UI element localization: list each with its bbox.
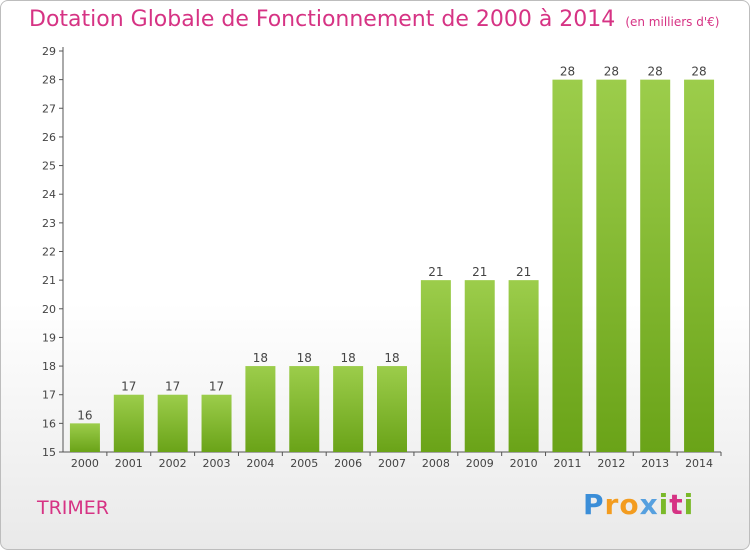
bar-2002 bbox=[157, 394, 188, 452]
y-tick-label: 25 bbox=[42, 160, 56, 173]
logo-letter: P bbox=[583, 488, 605, 521]
x-tick-label: 2010 bbox=[510, 457, 538, 470]
logo-letter: x bbox=[639, 488, 659, 521]
y-tick-label: 22 bbox=[42, 246, 56, 259]
y-tick-label: 24 bbox=[42, 188, 56, 201]
bar-2007 bbox=[377, 366, 407, 452]
bar-value-label: 18 bbox=[340, 351, 355, 365]
bar-2003 bbox=[201, 394, 232, 452]
y-tick-label: 16 bbox=[42, 417, 56, 430]
y-tick-label: 28 bbox=[42, 74, 56, 87]
bar-value-label: 17 bbox=[121, 380, 136, 394]
bar-2010 bbox=[508, 280, 539, 452]
commune-name: TRIMER bbox=[37, 497, 110, 519]
proxiti-logo: Proxiti bbox=[583, 488, 694, 521]
y-tick-label: 26 bbox=[42, 131, 56, 144]
bar-value-label: 28 bbox=[604, 65, 619, 79]
y-tick-label: 15 bbox=[42, 446, 56, 459]
x-tick-label: 2013 bbox=[641, 457, 669, 470]
bar-value-label: 28 bbox=[691, 65, 706, 79]
bar-2006 bbox=[333, 366, 364, 452]
x-tick-label: 2007 bbox=[378, 457, 406, 470]
bar-value-label: 18 bbox=[297, 351, 312, 365]
bar-value-label: 17 bbox=[165, 380, 180, 394]
bar-2012 bbox=[596, 79, 627, 453]
chart-subtitle: (en milliers d'€) bbox=[625, 15, 720, 29]
logo-letter: i bbox=[658, 488, 670, 521]
y-tick-label: 29 bbox=[42, 45, 56, 58]
y-tick-label: 20 bbox=[42, 303, 56, 316]
x-tick-label: 2004 bbox=[246, 457, 274, 470]
bar-2004 bbox=[245, 366, 276, 452]
x-tick-label: 2011 bbox=[553, 457, 581, 470]
x-tick-label: 2001 bbox=[115, 457, 143, 470]
bar-2008 bbox=[420, 280, 451, 452]
x-tick-label: 2014 bbox=[685, 457, 713, 470]
chart-axes: 15 16 17 18 19 20 21 22 23 24 25 26 27 28 29 2000 2001 20… bbox=[42, 45, 722, 470]
bar-value-label: 18 bbox=[253, 351, 268, 365]
bar-2011 bbox=[552, 79, 583, 453]
y-tick-label: 23 bbox=[42, 217, 56, 230]
bar-2005 bbox=[289, 366, 320, 452]
y-tick-label: 17 bbox=[42, 389, 56, 402]
bar-2001 bbox=[113, 394, 144, 452]
chart-title: Dotation Globale de Fonctionnement de 20… bbox=[29, 7, 719, 32]
chart-bars: 16 17 17 17 18 18 18 18 21 21 21 28 28 28 28 bbox=[69, 65, 715, 453]
y-tick-label: 18 bbox=[42, 360, 56, 373]
x-tick-label: 2005 bbox=[290, 457, 318, 470]
bar-value-label: 18 bbox=[384, 351, 399, 365]
logo-letter: t bbox=[669, 488, 684, 521]
bar-2009 bbox=[464, 280, 495, 452]
x-tick-label: 2002 bbox=[159, 457, 187, 470]
bar-value-label: 16 bbox=[77, 408, 92, 422]
bar-value-label: 21 bbox=[428, 265, 443, 279]
x-tick-label: 2003 bbox=[203, 457, 231, 470]
x-tick-label: 2008 bbox=[422, 457, 450, 470]
logo-letter: o bbox=[619, 488, 640, 521]
bar-value-label: 21 bbox=[516, 265, 531, 279]
x-tick-label: 2012 bbox=[597, 457, 625, 470]
chart-title-text: Dotation Globale de Fonctionnement de 20… bbox=[29, 7, 616, 32]
bar-2000 bbox=[69, 423, 100, 452]
bar-value-label: 17 bbox=[209, 380, 224, 394]
bar-value-label: 28 bbox=[560, 65, 575, 79]
logo-letter: i bbox=[683, 488, 695, 521]
bar-value-label: 21 bbox=[472, 265, 487, 279]
y-tick-label: 27 bbox=[42, 102, 56, 115]
logo-letter: r bbox=[604, 488, 620, 521]
bar-value-label: 28 bbox=[648, 65, 663, 79]
x-tick-label: 2006 bbox=[334, 457, 362, 470]
bar-2013 bbox=[640, 79, 671, 453]
x-tick-label: 2000 bbox=[71, 457, 99, 470]
y-tick-label: 21 bbox=[42, 274, 56, 287]
bar-2014 bbox=[684, 79, 715, 453]
x-tick-label: 2009 bbox=[466, 457, 494, 470]
y-tick-label: 19 bbox=[42, 331, 56, 344]
